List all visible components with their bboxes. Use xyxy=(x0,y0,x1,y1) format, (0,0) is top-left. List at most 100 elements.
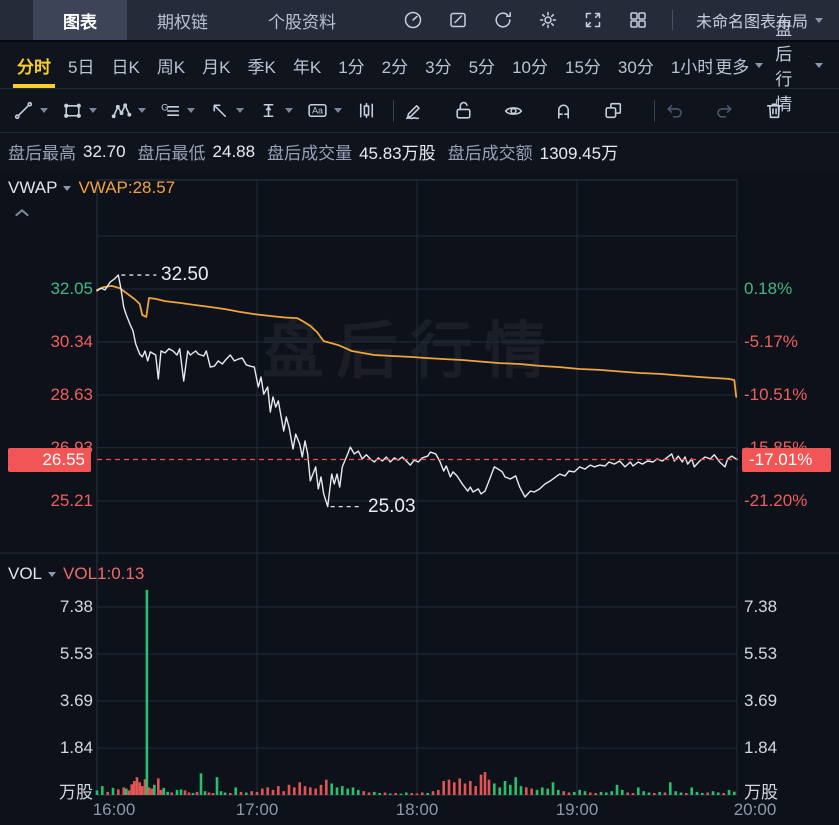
chevron-down-icon xyxy=(63,185,72,191)
timeframe-5m-label: 5分 xyxy=(468,57,496,77)
price-axis-label: 30.34 xyxy=(50,332,93,351)
time-axis-label: 17:00 xyxy=(235,800,279,819)
topbar-actions: 未命名图表布局 xyxy=(402,0,839,40)
volume-axis-label: 3.69 xyxy=(59,691,93,710)
percent-axis-label: -21.20% xyxy=(744,491,808,511)
unlock-tool[interactable] xyxy=(452,99,475,122)
visibility-tool[interactable] xyxy=(502,99,525,122)
timeframe-15m-label: 15分 xyxy=(564,57,601,77)
current-price-badge: 26.55 xyxy=(8,447,91,472)
vwap-indicator-button[interactable]: VWAP xyxy=(8,178,72,198)
gann-tool[interactable]: G xyxy=(159,99,195,122)
chart-area: 盘后行情 VWAP VWAP:28.57 VOL VOL1:0.13 26.55… xyxy=(0,170,839,825)
after-hours-high-value: 32.70 xyxy=(83,141,126,161)
chart-layout-label: 未命名图表布局 xyxy=(695,14,808,31)
clone-tool[interactable] xyxy=(602,99,625,122)
collapse-pane-chevron-up-icon[interactable] xyxy=(13,207,31,218)
volume-axis-label: 7.38 xyxy=(59,597,93,616)
timeframe-intraday-label: 分时 xyxy=(17,57,51,77)
volume-axis-label: 3.69 xyxy=(744,691,778,710)
timeframe-monthly-label: 月K xyxy=(202,57,231,77)
chart-plot[interactable] xyxy=(0,170,839,825)
time-axis-label: 20:00 xyxy=(733,800,777,819)
after-hours-high-label: 盘后最高 xyxy=(8,144,76,163)
vol-value: VOL1:0.13 xyxy=(63,564,145,583)
tab-chart[interactable]: 图表 xyxy=(33,0,127,40)
chevron-down-icon xyxy=(138,108,146,113)
vol-indicator-button[interactable]: VOL xyxy=(8,564,57,584)
svg-text:G: G xyxy=(161,102,168,113)
price-axis-label: 25.21 xyxy=(50,491,93,511)
chevron-down-icon xyxy=(187,108,195,113)
time-axis-label: 18:00 xyxy=(395,800,439,819)
draw-pencil-tool[interactable] xyxy=(402,99,425,122)
timeframe-weekly[interactable]: 周K xyxy=(152,42,190,88)
delete-button[interactable] xyxy=(763,99,786,122)
timeframe-items: 分时 5日 日K 周K 月K 季K 年K 1分 2分 3分 5分 10分 15分 30分 1小时 更多 xyxy=(12,42,775,88)
timeframe-1m[interactable]: 1分 xyxy=(333,42,369,88)
pattern-tool[interactable] xyxy=(355,99,378,122)
timeframe-10m[interactable]: 10分 xyxy=(507,42,553,88)
redo-button[interactable] xyxy=(713,99,736,122)
text-tool[interactable]: Aa xyxy=(306,99,342,122)
divider xyxy=(671,10,673,30)
price-range-tool[interactable] xyxy=(257,99,293,122)
tab-option-chain[interactable]: 期权链 xyxy=(157,12,208,32)
edit-icon[interactable] xyxy=(447,9,469,31)
vwap-pane-header: VWAP VWAP:28.57 xyxy=(8,176,175,200)
magnet-tool[interactable] xyxy=(552,99,575,122)
timeframe-5m[interactable]: 5分 xyxy=(464,42,500,88)
timeframe-1h[interactable]: 1小时 xyxy=(666,42,719,88)
timeframe-daily[interactable]: 日K xyxy=(106,42,144,88)
after-hours-volume-value: 45.83万股 xyxy=(359,144,436,163)
layout-grid-icon[interactable] xyxy=(627,9,649,31)
timeframe-weekly-label: 周K xyxy=(156,57,186,77)
time-axis-label: 16:00 xyxy=(92,800,136,819)
trend-line-tool[interactable] xyxy=(12,99,48,122)
current-change-badge: -17.01% xyxy=(742,447,831,472)
volume-axis-label: 5.53 xyxy=(59,644,93,664)
drawing-toolbar: G Aa xyxy=(0,89,839,133)
after-hours-quote-dropdown[interactable]: 盘后行情 xyxy=(775,20,827,114)
gauge-icon[interactable] xyxy=(402,9,424,31)
after-hours-volume-label: 盘后成交量 xyxy=(267,144,353,163)
arrow-tool[interactable] xyxy=(208,99,244,122)
after-hours-low-label: 盘后最低 xyxy=(137,144,206,163)
high-price-annotation: 32.50 xyxy=(161,264,209,285)
tab-stock-info[interactable]: 个股资料 xyxy=(268,12,336,32)
chart-layout-dropdown[interactable]: 未命名图表布局 xyxy=(696,8,823,32)
wave-tool[interactable] xyxy=(110,99,146,122)
percent-axis-label: -5.17% xyxy=(744,332,798,351)
timeframe-quarterly-label: 季K xyxy=(247,57,276,77)
refresh-icon[interactable] xyxy=(492,9,514,31)
timeframe-10m-label: 10分 xyxy=(512,57,548,77)
undo-button[interactable] xyxy=(663,99,686,122)
after-hours-stats-bar: 盘后最高 32.70 盘后最低 24.88 盘后成交量 45.83万股 盘后成交额 1309.… xyxy=(0,133,839,170)
chevron-down-icon xyxy=(334,108,342,113)
timeframe-bar: 分时 5日 日K 周K 月K 季K 年K 1分 2分 3分 5分 10分 15分 30分 1小时 更多 盘后行… xyxy=(0,20,839,114)
timeframe-2m[interactable]: 2分 xyxy=(377,42,413,88)
timeframe-intraday[interactable]: 分时 xyxy=(12,42,56,88)
timeframe-3m[interactable]: 3分 xyxy=(420,42,456,88)
divider xyxy=(654,99,655,122)
timeframe-5d[interactable]: 5日 xyxy=(63,42,99,88)
timeframe-15m[interactable]: 15分 xyxy=(560,42,606,88)
vol-indicator-label: VOL xyxy=(8,564,43,583)
rectangle-tool[interactable] xyxy=(61,99,97,122)
timeframe-30m[interactable]: 30分 xyxy=(613,42,659,88)
chevron-down-icon xyxy=(48,571,57,577)
chevron-down-icon xyxy=(285,108,293,113)
chevron-down-icon xyxy=(89,108,97,113)
settings-icon[interactable] xyxy=(537,9,559,31)
more-timeframes-button[interactable]: 更多 xyxy=(712,42,769,88)
chevron-down-icon xyxy=(815,17,823,23)
chevron-down-icon xyxy=(236,108,244,113)
volume-pane-header: VOL VOL1:0.13 xyxy=(8,562,144,586)
more-timeframes-button-label: 更多 xyxy=(715,57,750,77)
timeframe-30m-label: 30分 xyxy=(617,57,654,77)
timeframe-yearly[interactable]: 年K xyxy=(288,42,326,88)
percent-axis-label: -10.51% xyxy=(744,385,808,405)
timeframe-monthly[interactable]: 月K xyxy=(197,42,235,88)
timeframe-quarterly[interactable]: 季K xyxy=(243,42,281,88)
fullscreen-icon[interactable] xyxy=(582,9,604,31)
